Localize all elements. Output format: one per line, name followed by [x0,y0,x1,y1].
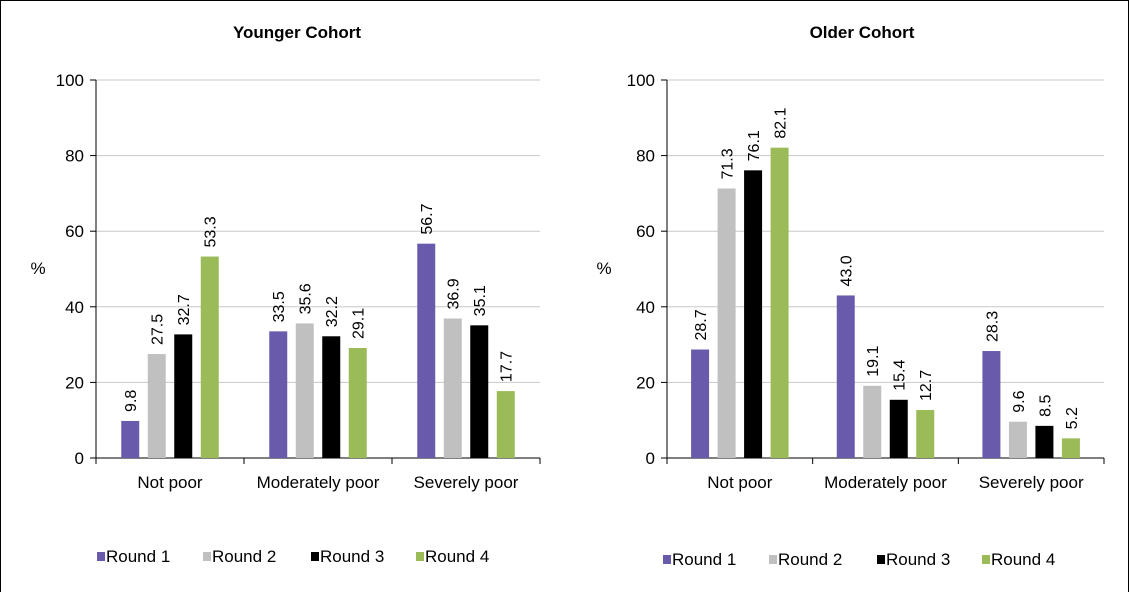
legend-swatch [982,555,990,564]
data-label: 53.3 [203,216,220,247]
bar-round-3 [470,325,489,458]
bar-round-2 [147,354,166,458]
x-category-label: Not poor [137,473,203,492]
data-label: 29.1 [351,308,368,339]
legend-label: Round 4 [425,547,489,566]
bar-round-1 [691,349,710,458]
data-label: 76.1 [746,130,763,161]
data-label: 12.7 [918,370,935,401]
bar-round-4 [496,391,515,458]
data-label: 32.2 [324,296,341,327]
chart-title: Younger Cohort [233,23,361,42]
data-label: 15.4 [892,360,909,391]
y-tick-label: 60 [636,222,655,241]
data-label: 8.5 [1037,395,1054,417]
legend-swatch [769,555,777,564]
y-tick-label: 80 [636,147,655,166]
bar-round-3 [174,334,193,458]
data-label: 5.2 [1064,407,1081,429]
bar-round-2 [1008,421,1027,458]
legend-swatch [663,555,671,564]
y-tick-label: 0 [75,449,84,468]
bar-round-1 [982,351,1001,458]
x-category-label: Not poor [707,473,773,492]
bar-round-2 [717,188,736,458]
bar-round-3 [889,399,908,458]
data-label: 82.1 [773,107,790,138]
legend-label: Round 2 [212,547,276,566]
bar-round-3 [322,336,341,458]
legend-swatch [416,552,424,561]
data-label: 71.3 [720,148,737,179]
bar-round-1 [417,243,436,458]
data-label: 28.3 [984,311,1001,342]
bar-round-1 [836,295,855,458]
legend-swatch [877,555,885,564]
y-axis-label: % [596,259,611,278]
y-tick-label: 40 [636,298,655,317]
data-label: 36.9 [446,278,463,309]
data-label: 19.1 [865,346,882,377]
data-label: 43.0 [839,255,856,286]
x-category-label: Moderately poor [257,473,380,492]
data-label: 27.5 [150,314,167,345]
bar-round-4 [1061,438,1080,458]
legend-label: Round 1 [672,550,736,569]
legend-swatch [203,552,211,561]
bar-round-4 [770,147,789,459]
data-label: 32.7 [176,294,193,325]
y-tick-label: 100 [627,71,655,90]
bar-round-4 [200,256,219,458]
legend-label: Round 3 [320,547,384,566]
chart-title: Older Cohort [810,23,915,42]
y-tick-label: 20 [65,373,84,392]
y-tick-label: 40 [65,298,84,317]
x-category-label: Severely poor [414,473,519,492]
data-label: 35.1 [472,285,489,316]
bar-round-1 [121,420,140,458]
y-tick-label: 80 [65,147,84,166]
y-axis-label: % [30,259,45,278]
bar-round-4 [348,348,367,458]
bar-round-1 [269,331,288,458]
bar-round-2 [443,318,462,458]
legend-swatch [311,552,319,561]
bar-round-4 [916,409,935,458]
y-tick-label: 20 [636,373,655,392]
legend-label: Round 2 [778,550,842,569]
legend-label: Round 4 [991,550,1055,569]
bar-round-2 [863,385,882,458]
data-label: 9.6 [1011,390,1028,412]
y-tick-label: 100 [56,71,84,90]
x-category-label: Severely poor [979,473,1084,492]
x-category-label: Moderately poor [824,473,947,492]
data-label: 56.7 [419,203,436,234]
legend-label: Round 1 [106,547,170,566]
data-label: 28.7 [693,309,710,340]
bar-round-2 [295,323,314,458]
y-tick-label: 60 [65,222,84,241]
bar-round-3 [1035,425,1054,458]
data-label: 17.7 [499,351,516,382]
legend-label: Round 3 [886,550,950,569]
data-label: 33.5 [271,291,288,322]
bar-round-3 [744,170,763,459]
legend-swatch [97,552,105,561]
data-label: 35.6 [298,283,315,314]
y-tick-label: 0 [646,449,655,468]
data-label: 9.8 [123,390,140,412]
